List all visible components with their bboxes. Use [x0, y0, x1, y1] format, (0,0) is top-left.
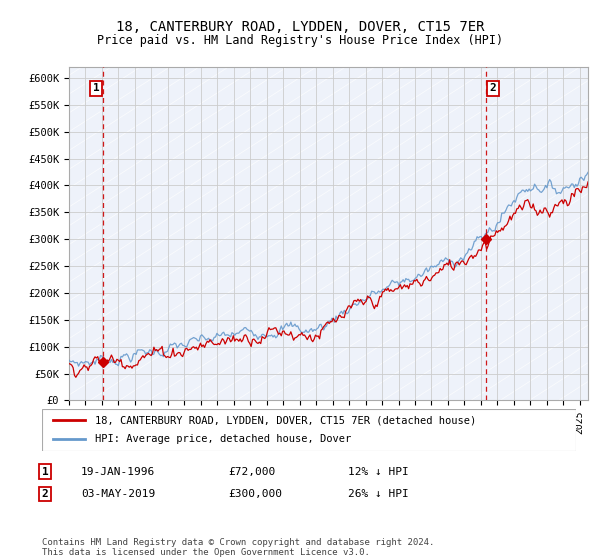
Text: £300,000: £300,000 [228, 489, 282, 499]
Text: 1: 1 [93, 83, 100, 94]
Text: £72,000: £72,000 [228, 466, 275, 477]
Text: 26% ↓ HPI: 26% ↓ HPI [348, 489, 409, 499]
Text: 03-MAY-2019: 03-MAY-2019 [81, 489, 155, 499]
Text: Price paid vs. HM Land Registry's House Price Index (HPI): Price paid vs. HM Land Registry's House … [97, 34, 503, 46]
Text: 19-JAN-1996: 19-JAN-1996 [81, 466, 155, 477]
Text: 12% ↓ HPI: 12% ↓ HPI [348, 466, 409, 477]
FancyBboxPatch shape [42, 409, 576, 451]
Text: 18, CANTERBURY ROAD, LYDDEN, DOVER, CT15 7ER: 18, CANTERBURY ROAD, LYDDEN, DOVER, CT15… [116, 20, 484, 34]
Text: 1: 1 [41, 466, 49, 477]
Text: Contains HM Land Registry data © Crown copyright and database right 2024.
This d: Contains HM Land Registry data © Crown c… [42, 538, 434, 557]
Text: HPI: Average price, detached house, Dover: HPI: Average price, detached house, Dove… [95, 435, 352, 445]
Text: 2: 2 [490, 83, 496, 94]
Text: 18, CANTERBURY ROAD, LYDDEN, DOVER, CT15 7ER (detached house): 18, CANTERBURY ROAD, LYDDEN, DOVER, CT15… [95, 415, 476, 425]
Text: 2: 2 [41, 489, 49, 499]
